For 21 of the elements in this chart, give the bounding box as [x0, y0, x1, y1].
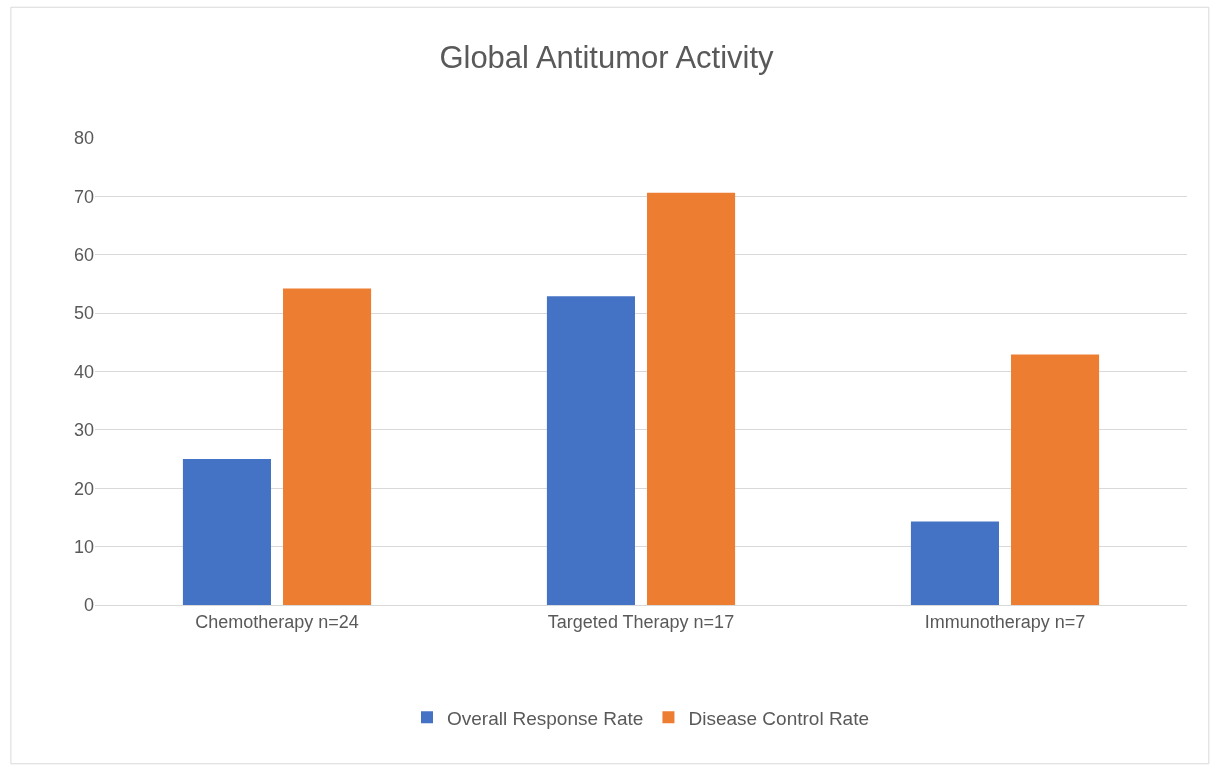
y-tick-label: 40: [73, 361, 94, 382]
y-tick-label: 0: [83, 595, 94, 616]
bar: [1011, 354, 1100, 605]
y-tick-label: 20: [73, 478, 94, 499]
y-tick-label: 50: [73, 303, 94, 324]
legend-label: Overall Response Rate: [447, 707, 644, 729]
chart-title: Global Antitumor Activity: [439, 39, 775, 75]
bar: [910, 521, 999, 605]
x-tick-label: Targeted Therapy n=17: [547, 611, 735, 632]
y-tick-label: 10: [73, 536, 94, 557]
x-tick-label: Immunotherapy n=7: [924, 611, 1086, 632]
bar: [182, 459, 271, 605]
bar: [546, 296, 635, 605]
y-tick-label: 80: [73, 128, 94, 149]
y-tick-label: 30: [73, 420, 94, 441]
bar: [283, 288, 372, 605]
bar: [647, 192, 736, 605]
x-tick-label: Chemotherapy n=24: [195, 611, 359, 632]
y-tick-label: 70: [73, 186, 94, 207]
y-tick-label: 60: [73, 245, 94, 266]
legend-label: Disease Control Rate: [688, 707, 870, 729]
